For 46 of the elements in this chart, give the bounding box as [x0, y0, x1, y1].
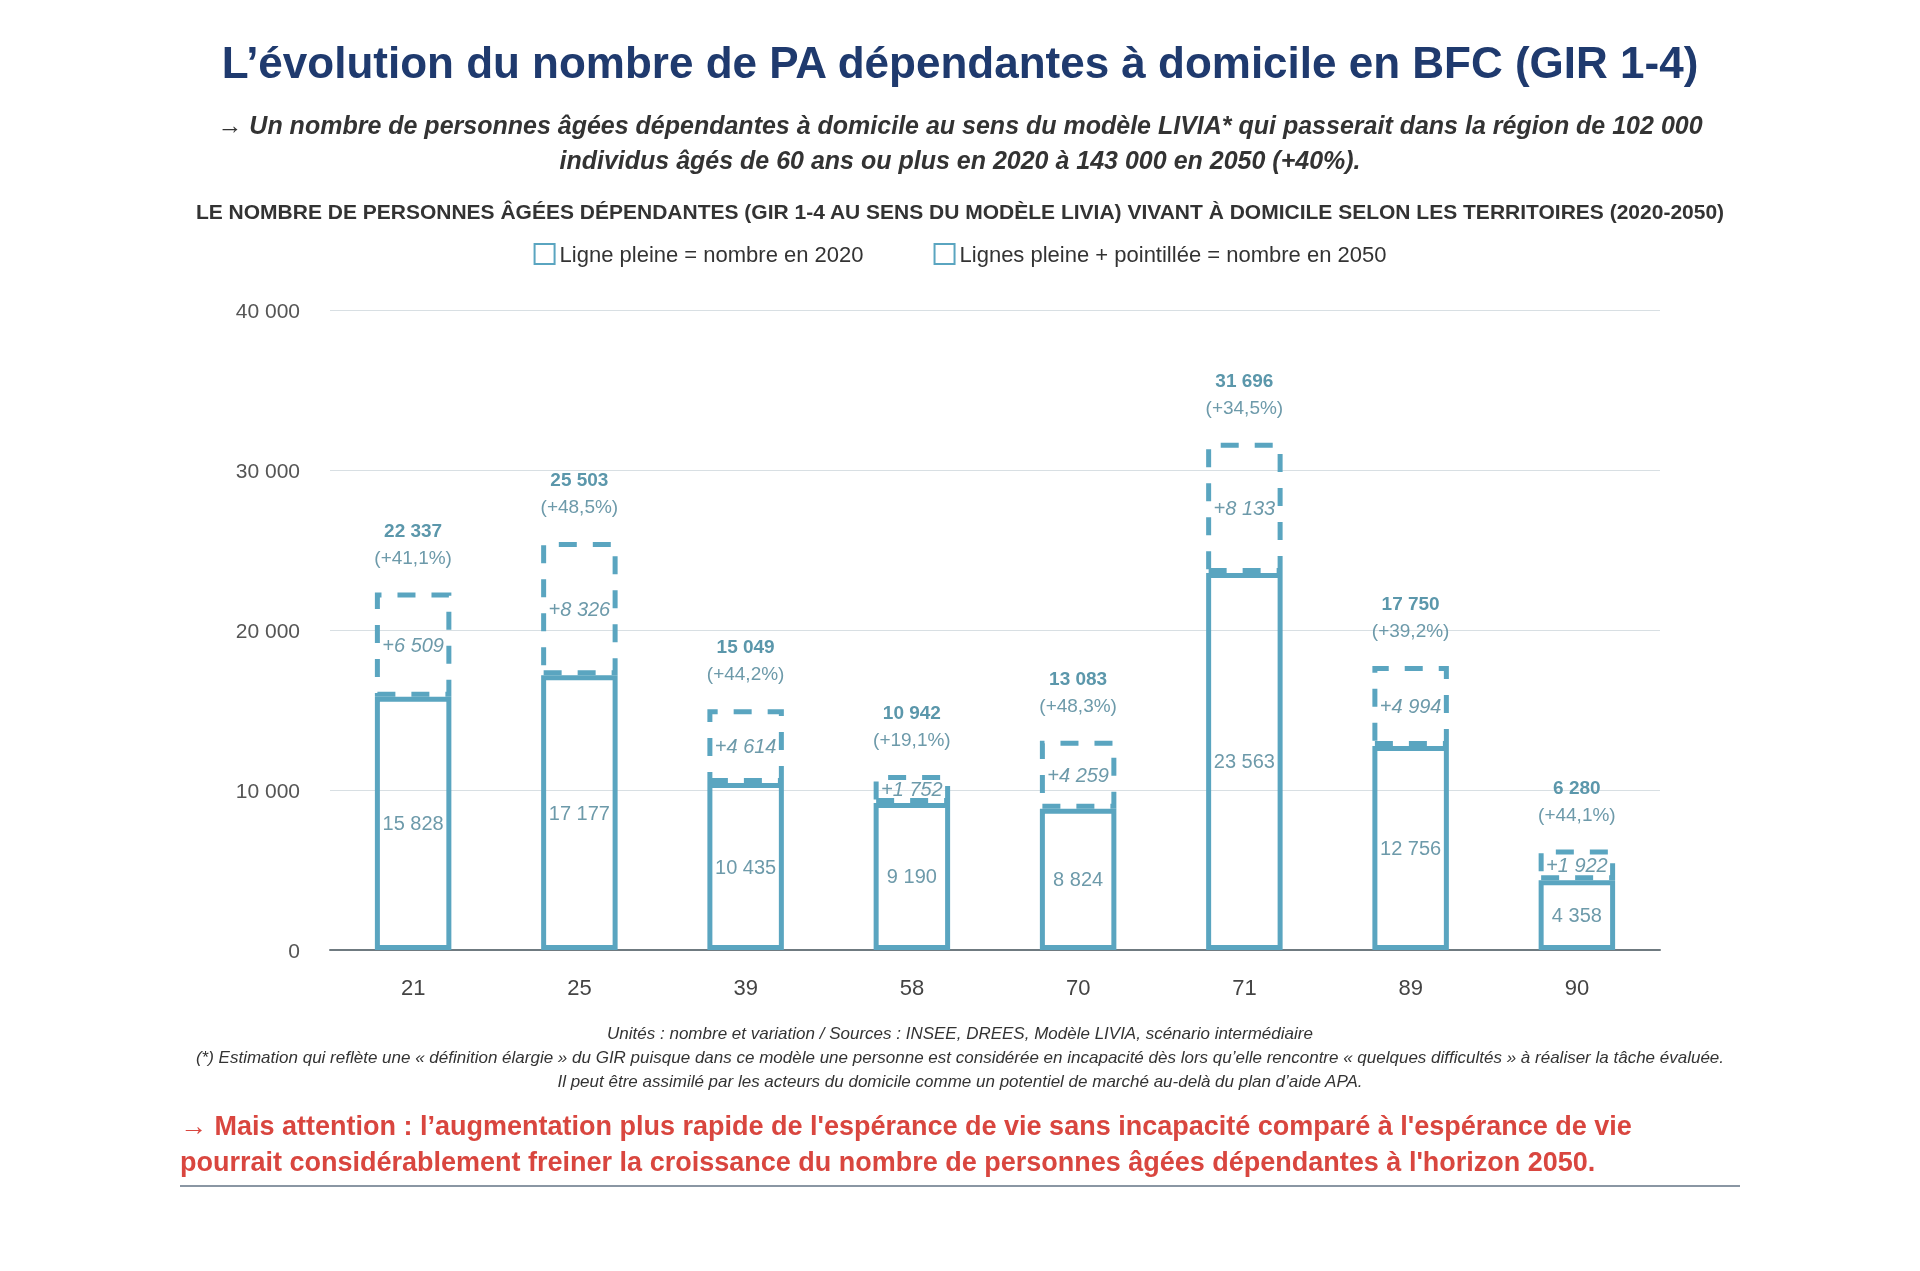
text: → Mais attention : l’augmentation plus rapide de l'espérance de vie sans incapacité comparé à l'espérance de vie pourrait considérablement freiner la croissance du nombre de personnes âgées dépendantes à l'horizon 2050. [180, 1108, 1740, 1187]
data-label: 23 563 [1213, 750, 1275, 773]
y-tick-label: 40 000 [235, 298, 300, 322]
legend-label: Ligne pleine = nombre en 2020 [559, 241, 864, 267]
y-tick-label: 20 000 [235, 618, 300, 642]
data-label: 12 756 [1380, 836, 1442, 859]
total-label: 6 280 (+44,1%) [1538, 776, 1616, 825]
y-tick-label: 10 000 [235, 778, 300, 802]
data-label: 9 190 [886, 865, 937, 888]
x-tick-label: 70 [1065, 974, 1091, 1000]
data-label: 8 824 [1053, 868, 1104, 891]
data-label: 17 177 [548, 801, 610, 824]
text: (*) Estimation qui reflète une « définition élargie » du GIR puisque dans ce modèle une personne est considérée en incapacité dès lors qu’elle rencontre « quelques difficultés » à réaliser la tâche évaluée. [194, 1048, 1726, 1068]
total-label: 31 696 (+34,5%) [1205, 369, 1284, 418]
total-label: 22 337 (+41,1%) [374, 519, 452, 568]
data-label: +4 614 [714, 735, 777, 758]
data-label: 4 358 [1551, 904, 1602, 927]
x-tick-label: 21 [400, 974, 426, 1000]
text: LE NOMBRE DE PERSONNES ÂGÉES DÉPENDANTES (GIR 1-4 AU SENS DU MODÈLE LIVIA) VIVANT À DOMICILE SELON LES TERRITOIRES (2020-2050) [194, 200, 1726, 224]
x-tick-label: 39 [733, 974, 758, 1000]
data-label: +8 133 [1213, 496, 1276, 519]
total-label: 10 942 (+19,1%) [873, 701, 951, 750]
data-label: +6 509 [382, 633, 444, 656]
data-label: 15 828 [382, 812, 444, 835]
x-tick-label: 90 [1564, 974, 1590, 1000]
data-label: +1 752 [881, 777, 943, 800]
total-label: 13 083 (+48,3%) [1039, 667, 1117, 716]
x-tick-label: 89 [1398, 974, 1423, 1000]
total-label: 25 503 (+48,5%) [540, 468, 619, 517]
x-tick-label: 58 [899, 974, 925, 1000]
legend-label: Lignes pleine + pointillée = nombre en 2050 [959, 241, 1387, 267]
data-label: +4 259 [1047, 763, 1109, 786]
x-tick-label: 71 [1232, 974, 1257, 1000]
text: Il peut être assimilé par les acteurs du domicile comme un potentiel de marché au-delà du plan d’aide APA. [556, 1072, 1364, 1092]
y-tick-label: 30 000 [235, 458, 300, 482]
total-label: 15 049 (+44,2%) [706, 636, 785, 685]
data-label: +4 994 [1379, 694, 1442, 717]
data-label: 10 435 [715, 855, 777, 878]
data-label: +1 922 [1546, 853, 1608, 876]
chart-title: L’évolution du nombre de PA dépendantes à domicile en BFC (GIR 1-4) [221, 38, 1699, 88]
text: Unités : nombre et variation / Sources : INSEE, DREES, Modèle LIVIA, scénario intermédiaire [606, 1024, 1314, 1044]
data-label: +8 326 [548, 597, 612, 620]
chart-subtitle: → Un nombre de personnes âgées dépendantes à domicile au sens du modèle LIVIA* qui passerait dans la région de 102 000 individus âgés de 60 ans ou plus en 2020 à 143 000 en 2050 (+40%). [216, 110, 1704, 176]
x-tick-label: 25 [567, 974, 592, 1000]
y-tick-label: 0 [288, 938, 300, 962]
total-label: 17 750 (+39,2%) [1371, 593, 1450, 641]
